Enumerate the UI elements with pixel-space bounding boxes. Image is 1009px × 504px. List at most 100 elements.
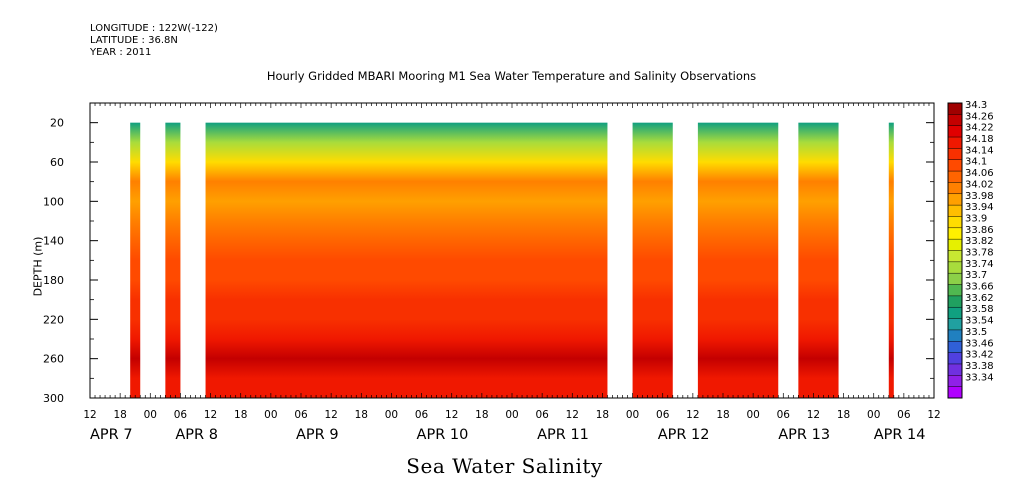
colorbar-swatch <box>948 307 962 320</box>
colorbar-label: 33.98 <box>965 191 994 202</box>
x-tick-label: 18 <box>837 409 850 421</box>
x-tick-label: 12 <box>566 409 579 421</box>
colorbar-swatch <box>948 159 962 172</box>
x-tick-label: 18 <box>596 409 609 421</box>
chart-title: Hourly Gridded MBARI Mooring M1 Sea Wate… <box>266 69 757 83</box>
colorbar-swatch <box>948 329 962 342</box>
colorbar-label: 33.82 <box>965 236 994 247</box>
x-tick-label: 12 <box>686 409 699 421</box>
colorbar-label: 33.38 <box>965 361 994 372</box>
x-date-label: APR 8 <box>175 427 218 443</box>
longitude-label: LONGITUDE : 122W(-122) <box>90 23 218 34</box>
x-tick-label: 18 <box>113 409 126 421</box>
colorbar-swatch <box>948 103 962 115</box>
y-tick-label: 180 <box>43 274 64 287</box>
y-tick-label: 260 <box>43 353 64 366</box>
data-segment <box>205 122 608 399</box>
colorbar-swatch <box>948 205 962 217</box>
colorbar-swatch <box>948 216 962 229</box>
colorbar-label: 33.78 <box>965 248 994 259</box>
x-tick-label: 06 <box>535 409 549 421</box>
data-segment <box>697 122 779 399</box>
x-tick-label: 18 <box>234 409 247 421</box>
colorbar-label: 33.86 <box>965 225 994 236</box>
y-tick-label: 140 <box>43 235 64 248</box>
colorbar-swatch <box>948 318 962 331</box>
x-tick-label: 12 <box>204 409 217 421</box>
x-date-label: APR 14 <box>874 427 926 443</box>
x-tick-label: 00 <box>626 409 639 421</box>
data-segment <box>888 122 894 399</box>
x-tick-label: 06 <box>294 409 308 421</box>
colorbar-swatch <box>948 193 962 206</box>
x-tick-label: 12 <box>927 409 940 421</box>
colorbar-label: 33.58 <box>965 304 994 315</box>
year-label: YEAR : 2011 <box>90 47 152 58</box>
colorbar-swatch <box>948 375 962 388</box>
colorbar-swatch <box>948 239 962 251</box>
y-tick-label: 300 <box>43 392 64 405</box>
data-segment <box>798 122 839 399</box>
colorbar-swatch <box>948 171 962 183</box>
colorbar-label: 34.06 <box>965 168 994 179</box>
colorbar-swatch <box>948 352 962 365</box>
data-segment <box>632 122 673 399</box>
colorbar-label: 34.26 <box>965 111 994 122</box>
x-tick-label: 18 <box>475 409 488 421</box>
x-tick-label: 06 <box>897 409 911 421</box>
colorbar-label: 34.1 <box>965 157 987 168</box>
x-tick-label: 12 <box>324 409 337 421</box>
colorbar-swatch <box>948 125 962 138</box>
x-tick-label: 00 <box>746 409 759 421</box>
colorbar-label: 33.94 <box>965 202 994 213</box>
x-date-label: APR 11 <box>537 427 589 443</box>
x-tick-label: 06 <box>174 409 188 421</box>
colorbar-swatch <box>948 148 962 161</box>
colorbar-label: 33.9 <box>965 213 987 224</box>
x-tick-label: 18 <box>355 409 368 421</box>
colorbar-label: 33.46 <box>965 338 994 349</box>
colorbar-swatch <box>948 114 962 127</box>
x-date-label: APR 10 <box>417 427 469 443</box>
colorbar-swatch <box>948 250 962 263</box>
y-tick-label: 20 <box>50 117 64 130</box>
colorbar-label: 33.74 <box>965 259 994 270</box>
x-tick-label: 00 <box>867 409 880 421</box>
colorbar-label: 34.18 <box>965 134 994 145</box>
variable-title: Sea Water Salinity <box>406 454 603 478</box>
colorbar-swatch <box>948 261 962 274</box>
x-tick-label: 12 <box>83 409 96 421</box>
x-date-label: APR 12 <box>658 427 710 443</box>
colorbar-swatch <box>948 363 962 376</box>
colorbar-label: 33.7 <box>965 270 987 281</box>
x-tick-label: 06 <box>777 409 791 421</box>
colorbar-label: 33.54 <box>965 316 994 327</box>
x-tick-label: 06 <box>415 409 429 421</box>
x-tick-label: 00 <box>505 409 518 421</box>
colorbar-swatch <box>948 137 962 149</box>
x-tick-label: 06 <box>656 409 670 421</box>
y-tick-label: 100 <box>43 195 64 208</box>
colorbar-label: 33.34 <box>965 372 994 383</box>
x-date-label: APR 7 <box>90 427 133 443</box>
x-tick-label: 12 <box>445 409 458 421</box>
colorbar-label: 33.66 <box>965 282 994 293</box>
colorbar-swatch <box>948 182 962 195</box>
colorbar-swatch <box>948 284 962 297</box>
x-date-label: APR 13 <box>778 427 830 443</box>
colorbar-label: 34.22 <box>965 123 994 134</box>
x-tick-label: 00 <box>144 409 157 421</box>
colorbar-label: 33.62 <box>965 293 994 304</box>
colorbar-swatch <box>948 273 962 286</box>
colorbar-label: 34.3 <box>965 100 987 111</box>
colorbar-label: 34.14 <box>965 145 994 156</box>
colorbar-swatch <box>948 227 962 240</box>
x-tick-label: 00 <box>385 409 398 421</box>
x-date-label: APR 9 <box>296 427 339 443</box>
data-segment <box>165 122 181 399</box>
x-tick-label: 00 <box>264 409 277 421</box>
colorbar-label: 33.5 <box>965 327 987 338</box>
x-tick-label: 12 <box>807 409 820 421</box>
y-tick-label: 60 <box>50 156 64 169</box>
